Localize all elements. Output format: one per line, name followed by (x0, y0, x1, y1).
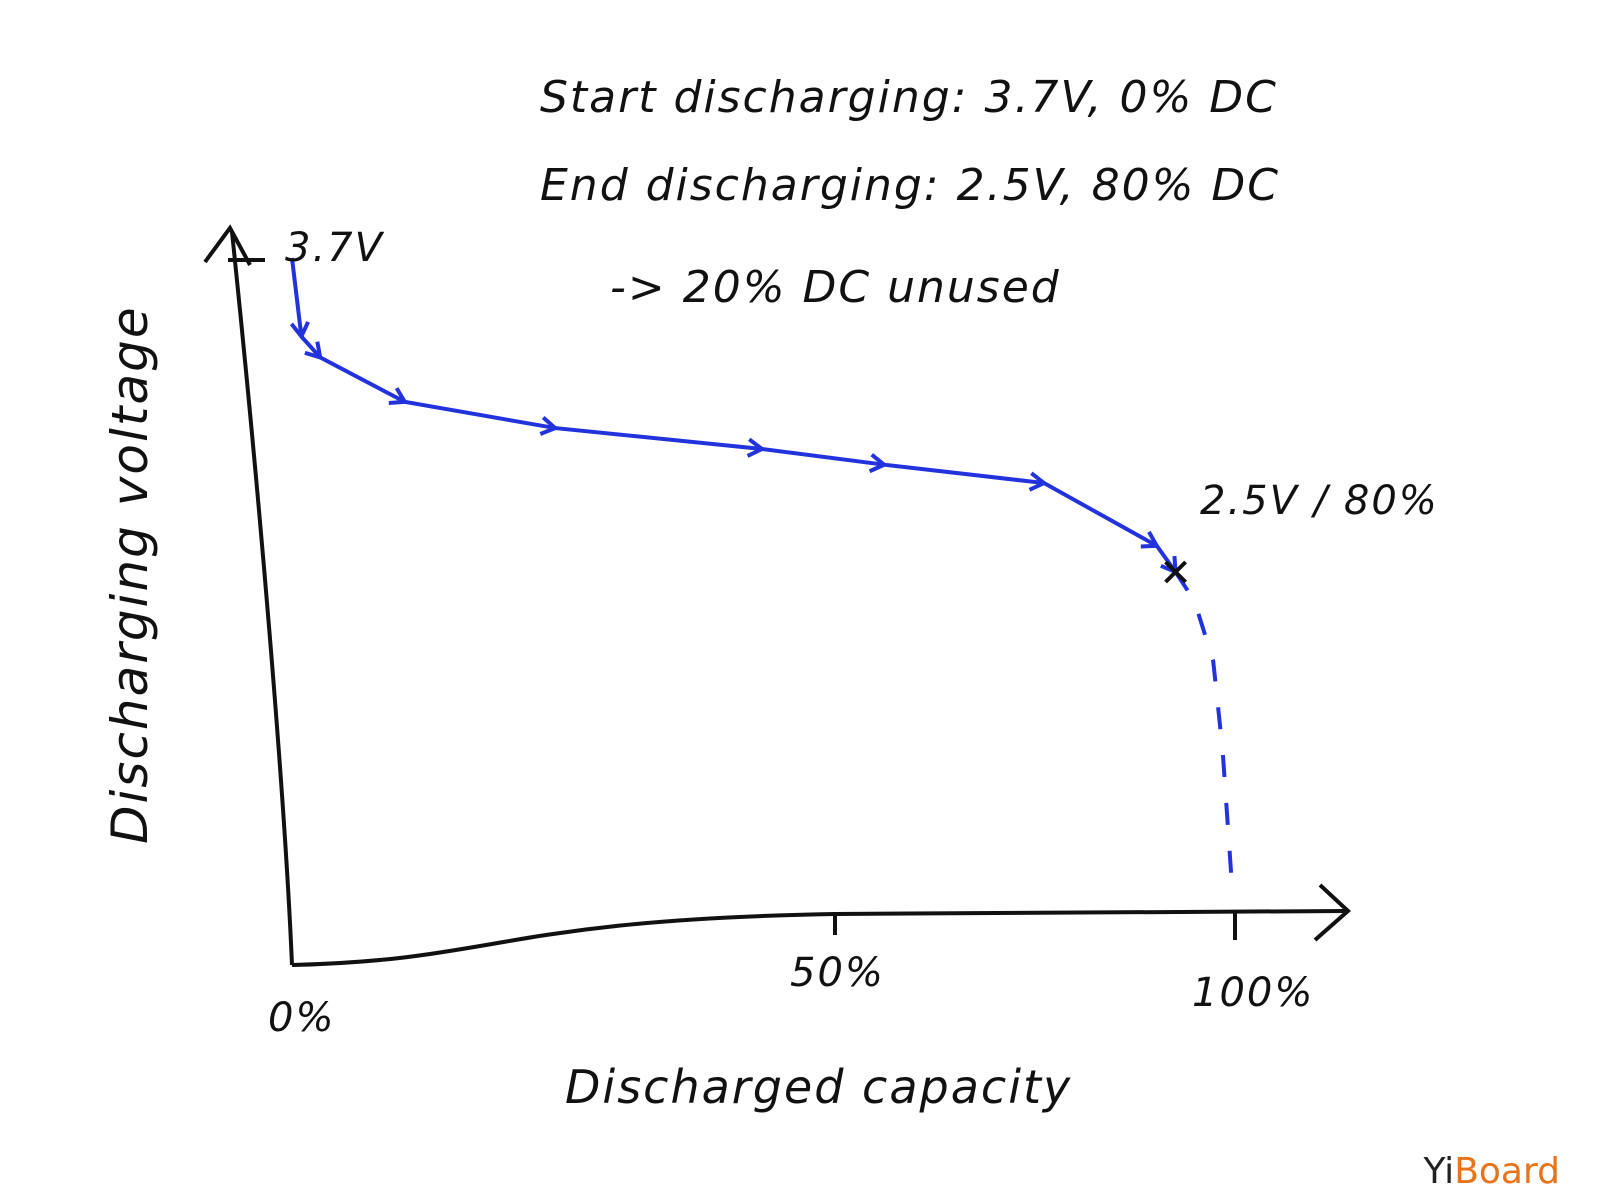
direction-arrow (539, 415, 559, 436)
x-tick-label-0: 0% (268, 995, 336, 1041)
x-tick-label-50: 50% (790, 950, 885, 996)
direction-arrow (1140, 530, 1161, 549)
series-line-1 (1173, 570, 1234, 887)
y-axis-label: Discharging voltage (101, 305, 159, 844)
y-axis (230, 231, 294, 966)
note-end: End discharging: 2.5V, 80% DC (540, 160, 1280, 211)
direction-arrow (868, 453, 888, 474)
end-marker-stroke (1164, 560, 1188, 584)
annotation-start: 3.7V (285, 225, 384, 271)
y-axis-arrowhead (203, 224, 252, 266)
watermark-logo: YiBoard (1423, 1151, 1560, 1192)
end-marker-x (1164, 560, 1188, 584)
direction-arrow (1028, 471, 1048, 492)
direction-arrow (304, 341, 323, 361)
direction-arrow (388, 387, 409, 405)
note-start: Start discharging: 3.7V, 0% DC (540, 72, 1278, 123)
annotation-end: 2.5V / 80% (1200, 478, 1439, 524)
x-axis-arrowhead (1313, 883, 1351, 942)
x-axis-label: Discharged capacity (565, 1060, 1073, 1114)
direction-arrow (746, 437, 766, 458)
note-unused: -> 20% DC unused (610, 262, 1061, 313)
direction-arrow (289, 321, 310, 341)
x-axis (291, 909, 1346, 967)
x-tick-label-100: 100% (1192, 970, 1315, 1016)
